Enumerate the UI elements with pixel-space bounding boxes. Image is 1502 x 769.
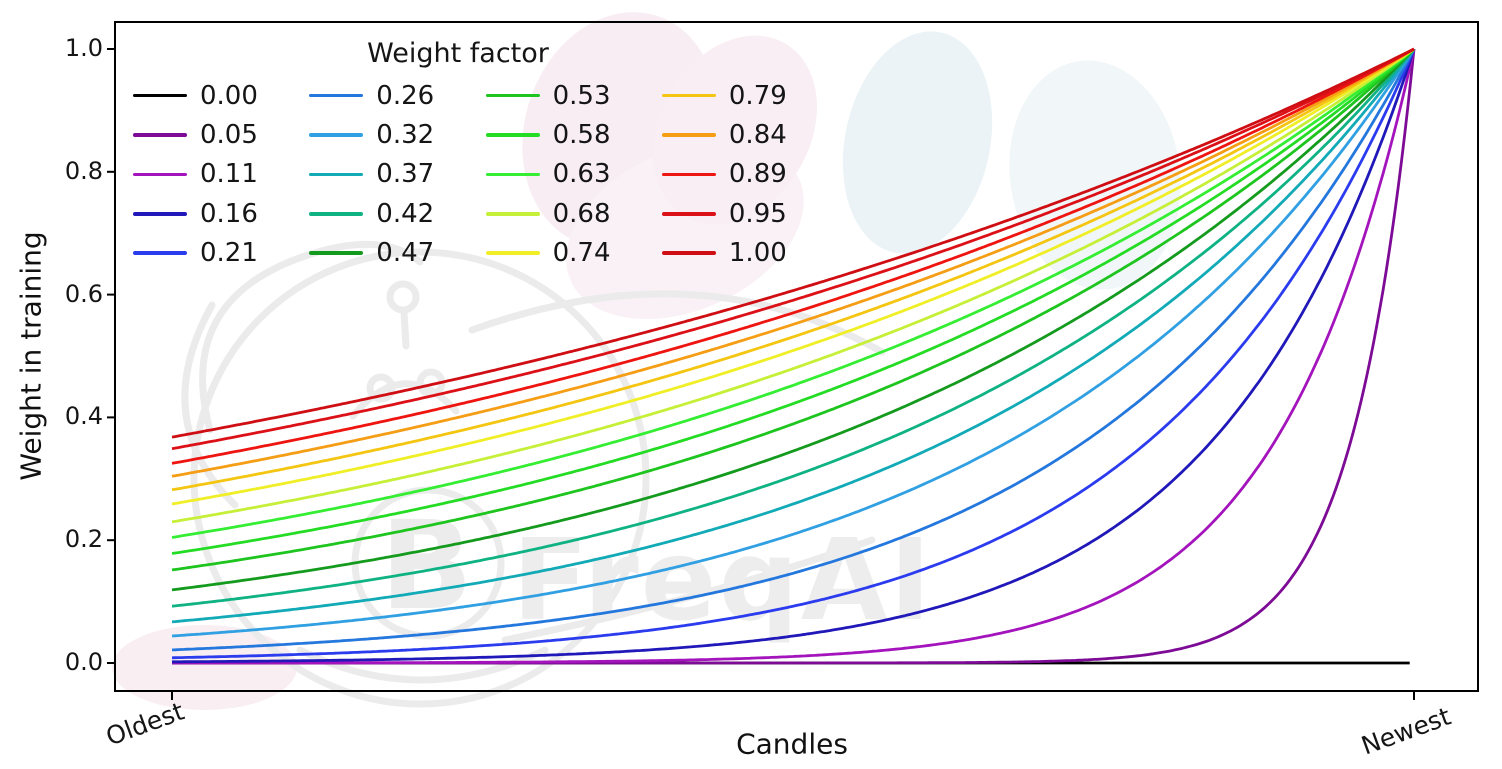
legend-label: 0.32 — [376, 120, 435, 151]
legend-item-0.21: 0.21 — [133, 234, 309, 273]
legend-swatch — [309, 212, 364, 216]
legend-swatch — [309, 93, 364, 98]
legend-item-0.42: 0.42 — [309, 194, 485, 233]
legend-label: 0.16 — [200, 198, 258, 229]
series-line-0.79 — [171, 47, 1415, 492]
series-line-0.21 — [171, 48, 1416, 660]
series-line-0.47 — [171, 48, 1416, 592]
legend-label: 0.74 — [552, 238, 611, 269]
legend-item-1.00: 1.00 — [661, 234, 838, 273]
legend-label: 0.42 — [376, 198, 435, 229]
series-line-0.95 — [171, 47, 1415, 451]
y-tick-label: 0.4 — [64, 402, 103, 431]
legend-item-0.89: 0.89 — [661, 155, 838, 194]
y-axis-label: Weight in training — [14, 231, 48, 481]
x-axis-label: Candles — [736, 727, 848, 761]
legend-label: 0.21 — [200, 238, 258, 269]
series-line-0.58 — [171, 47, 1415, 555]
legend-item-0.84: 0.84 — [661, 115, 838, 154]
legend-label: 0.95 — [728, 198, 787, 229]
legend-item-0.68: 0.68 — [485, 194, 662, 233]
series-line-0.11 — [172, 48, 1416, 665]
legend-label: 0.89 — [728, 159, 787, 190]
y-tick-label: 0.6 — [64, 279, 103, 308]
legend-swatch — [485, 212, 540, 216]
legend-swatch — [133, 93, 187, 98]
legend-swatch — [661, 251, 716, 256]
legend-label: 0.47 — [376, 238, 435, 269]
legend-swatch — [309, 133, 364, 137]
legend-item-0.05: 0.05 — [133, 115, 309, 154]
legend-item-0.79: 0.79 — [661, 76, 838, 115]
legend-label: 0.79 — [728, 80, 787, 111]
legend-label: 0.05 — [200, 120, 258, 151]
series-line-0.53 — [171, 47, 1415, 572]
legend-item-0.63: 0.63 — [485, 155, 662, 194]
legend-swatch — [661, 93, 716, 98]
legend-item-0.74: 0.74 — [485, 234, 662, 273]
series-line-0.63 — [171, 47, 1415, 539]
legend-grid: 0.00 0.05 0.11 0.16 0.21 0.26 0.32 0.37 0.42 0.47… — [133, 76, 838, 273]
legend-item-0.37: 0.37 — [309, 155, 485, 194]
legend-swatch — [309, 172, 364, 177]
legend-item-0.95: 0.95 — [661, 194, 838, 233]
series-line-0.37 — [171, 48, 1416, 624]
legend-swatch — [133, 251, 187, 256]
legend-item-0.11: 0.11 — [133, 155, 309, 194]
legend-swatch — [133, 133, 187, 137]
legend-item-0.26: 0.26 — [309, 76, 485, 115]
legend-swatch — [485, 133, 540, 137]
series-line-0.74 — [171, 47, 1415, 506]
legend-label: 0.68 — [552, 198, 611, 229]
legend-label: 0.53 — [552, 80, 611, 111]
series-line-0.26 — [171, 48, 1416, 652]
legend-swatch — [661, 133, 716, 137]
legend-item-0.53: 0.53 — [485, 76, 662, 115]
series-line-0.89 — [171, 47, 1415, 465]
legend-label: 0.84 — [728, 120, 787, 151]
legend-label: 0.26 — [376, 80, 435, 111]
series-line-0.32 — [171, 48, 1416, 638]
legend-item-0.16: 0.16 — [133, 194, 309, 233]
y-tick-label: 0.8 — [64, 156, 103, 185]
legend-swatch — [485, 172, 540, 177]
legend-swatch — [485, 93, 540, 98]
series-line-1.00 — [171, 47, 1415, 439]
legend-label: 0.11 — [200, 159, 258, 190]
series-line-0.42 — [171, 48, 1416, 608]
legend-swatch — [661, 172, 716, 177]
series-line-0.68 — [171, 47, 1415, 524]
legend-label: 0.58 — [552, 120, 611, 151]
legend-item-0.47: 0.47 — [309, 234, 485, 273]
legend-swatch — [309, 251, 364, 256]
legend-item-0.32: 0.32 — [309, 115, 485, 154]
y-tick-label: 0.2 — [64, 525, 103, 554]
legend-label: 0.00 — [200, 80, 258, 111]
y-tick-label: 0.0 — [64, 648, 103, 676]
legend-label: 1.00 — [728, 238, 787, 269]
legend-item-0.00: 0.00 — [133, 76, 309, 115]
legend-swatch — [485, 251, 540, 256]
legend-swatch — [133, 172, 187, 177]
legend-title: Weight factor — [367, 38, 549, 69]
legend-item-0.58: 0.58 — [485, 115, 662, 154]
legend-swatch — [133, 212, 187, 216]
series-line-0.16 — [172, 48, 1416, 664]
legend-swatch — [661, 212, 716, 216]
y-tick-label: 1.0 — [64, 34, 103, 62]
legend-label: 0.63 — [552, 159, 611, 190]
legend-label: 0.37 — [376, 159, 435, 190]
axes-spines — [114, 21, 1479, 692]
series-line-0.84 — [171, 47, 1415, 478]
